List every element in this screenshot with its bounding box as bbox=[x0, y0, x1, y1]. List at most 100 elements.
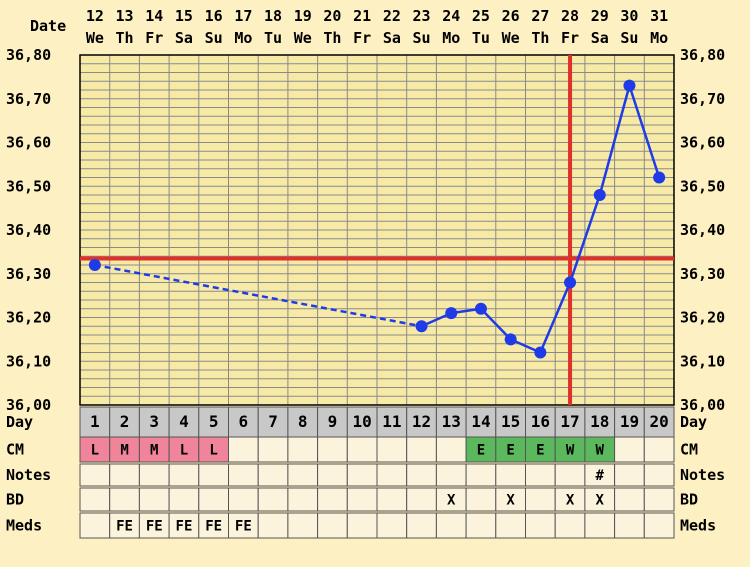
table-cell bbox=[465, 487, 497, 512]
table-cell bbox=[346, 487, 378, 512]
weekday-label: Mo bbox=[234, 29, 252, 47]
date-label: 15 bbox=[175, 7, 193, 25]
table-cell bbox=[614, 487, 645, 512]
y-tick-label: 36,10 bbox=[6, 352, 51, 370]
temperature-point bbox=[653, 171, 666, 184]
table-cell-text: M bbox=[150, 443, 158, 459]
table-cell bbox=[406, 406, 437, 438]
table-cell bbox=[376, 512, 408, 539]
grid bbox=[79, 54, 675, 406]
table-cell bbox=[406, 463, 437, 487]
row-label-right: Day bbox=[680, 413, 707, 431]
table-cell-text: 8 bbox=[298, 412, 308, 431]
table-cell bbox=[525, 463, 556, 487]
date-label: 29 bbox=[591, 7, 609, 25]
table-cell bbox=[525, 406, 556, 438]
table-cell bbox=[406, 512, 437, 539]
y-tick-label-right: 36,50 bbox=[680, 177, 725, 195]
table-cell-text: 20 bbox=[650, 412, 669, 431]
table-cell-text: L bbox=[91, 443, 99, 459]
weekday-label: We bbox=[86, 29, 104, 47]
y-tick-label-right: 36,40 bbox=[680, 221, 725, 239]
weekday-label: Tu bbox=[472, 29, 490, 47]
table-cell-text: 17 bbox=[560, 412, 579, 431]
table-cell bbox=[228, 436, 259, 463]
table-cell-text: 19 bbox=[620, 412, 639, 431]
table-cell bbox=[109, 487, 140, 512]
row-label-right: Notes bbox=[680, 466, 725, 484]
date-label: 17 bbox=[234, 7, 252, 25]
table-cell-text: X bbox=[566, 493, 575, 509]
date-label: 31 bbox=[650, 7, 668, 25]
table-cell bbox=[257, 512, 289, 539]
date-label: 19 bbox=[294, 7, 312, 25]
table-cell bbox=[643, 487, 675, 512]
table-cell-text: X bbox=[506, 493, 515, 509]
table-cell-text: 13 bbox=[442, 412, 461, 431]
weekday-label: Sa bbox=[175, 29, 193, 47]
table-cell-text: 5 bbox=[209, 412, 219, 431]
date-label: 18 bbox=[264, 7, 282, 25]
table-cell bbox=[109, 436, 140, 463]
table-cell-text: X bbox=[596, 493, 605, 509]
date-header-label: Date bbox=[30, 17, 66, 35]
date-label: 28 bbox=[561, 7, 579, 25]
date-label: 22 bbox=[383, 7, 401, 25]
table-cell bbox=[406, 436, 437, 463]
table-cell bbox=[198, 487, 230, 512]
temperature-point bbox=[504, 333, 517, 346]
temperature-point bbox=[564, 276, 577, 289]
weekday-label: Mo bbox=[442, 29, 460, 47]
row-label: CM bbox=[6, 441, 24, 459]
date-label: 13 bbox=[116, 7, 134, 25]
table-cell bbox=[406, 487, 437, 512]
table-cell bbox=[614, 512, 645, 539]
table-cell bbox=[495, 512, 526, 539]
table-cell bbox=[138, 436, 170, 463]
table-cell bbox=[525, 487, 556, 512]
date-label: 16 bbox=[205, 7, 223, 25]
table-cell bbox=[376, 436, 408, 463]
table-cell-text: 2 bbox=[120, 412, 130, 431]
table-cell-text: FE bbox=[235, 519, 252, 535]
y-tick-label: 36,20 bbox=[6, 309, 51, 327]
table-cell bbox=[554, 512, 586, 539]
table-cell-text: # bbox=[596, 468, 605, 484]
temperature-point bbox=[445, 307, 458, 320]
table-cell-text: L bbox=[180, 443, 188, 459]
y-tick-label: 36,80 bbox=[6, 46, 51, 64]
table-cell-text: 16 bbox=[531, 412, 550, 431]
temperature-segment bbox=[598, 85, 631, 196]
weekday-label: Fr bbox=[145, 29, 163, 47]
table-cell-text: 18 bbox=[590, 412, 609, 431]
y-tick-label: 36,40 bbox=[6, 221, 51, 239]
table-cell-text: FE bbox=[146, 519, 163, 535]
table-cell-text: E bbox=[506, 443, 514, 459]
table-cell bbox=[465, 406, 497, 438]
y-tick-label-right: 36,60 bbox=[680, 134, 725, 152]
table-cell bbox=[614, 436, 645, 463]
weekday-label: Fr bbox=[353, 29, 371, 47]
header-labels: Date bbox=[30, 17, 66, 35]
table-cell-text: W bbox=[566, 443, 575, 459]
date-label: 30 bbox=[620, 7, 638, 25]
table-cell-text: 11 bbox=[382, 412, 401, 431]
table-cell bbox=[228, 406, 259, 438]
date-label: 24 bbox=[442, 7, 460, 25]
table-cell-text: W bbox=[596, 443, 605, 459]
table-cell bbox=[465, 436, 497, 463]
y-tick-label: 36,60 bbox=[6, 134, 51, 152]
table-cell bbox=[317, 487, 348, 512]
table-cell bbox=[198, 512, 230, 539]
weekday-label: Tu bbox=[264, 29, 282, 47]
table-cell-text: L bbox=[209, 443, 217, 459]
plot-border bbox=[79, 54, 675, 406]
table-cell bbox=[346, 512, 378, 539]
y-tick-label: 36,00 bbox=[6, 396, 51, 414]
table-cell bbox=[109, 406, 140, 438]
weekday-label: Mo bbox=[650, 29, 668, 47]
table-cell bbox=[435, 436, 467, 463]
date-label: 12 bbox=[86, 7, 104, 25]
table-cell-text: E bbox=[536, 443, 544, 459]
table-cell bbox=[138, 463, 170, 487]
